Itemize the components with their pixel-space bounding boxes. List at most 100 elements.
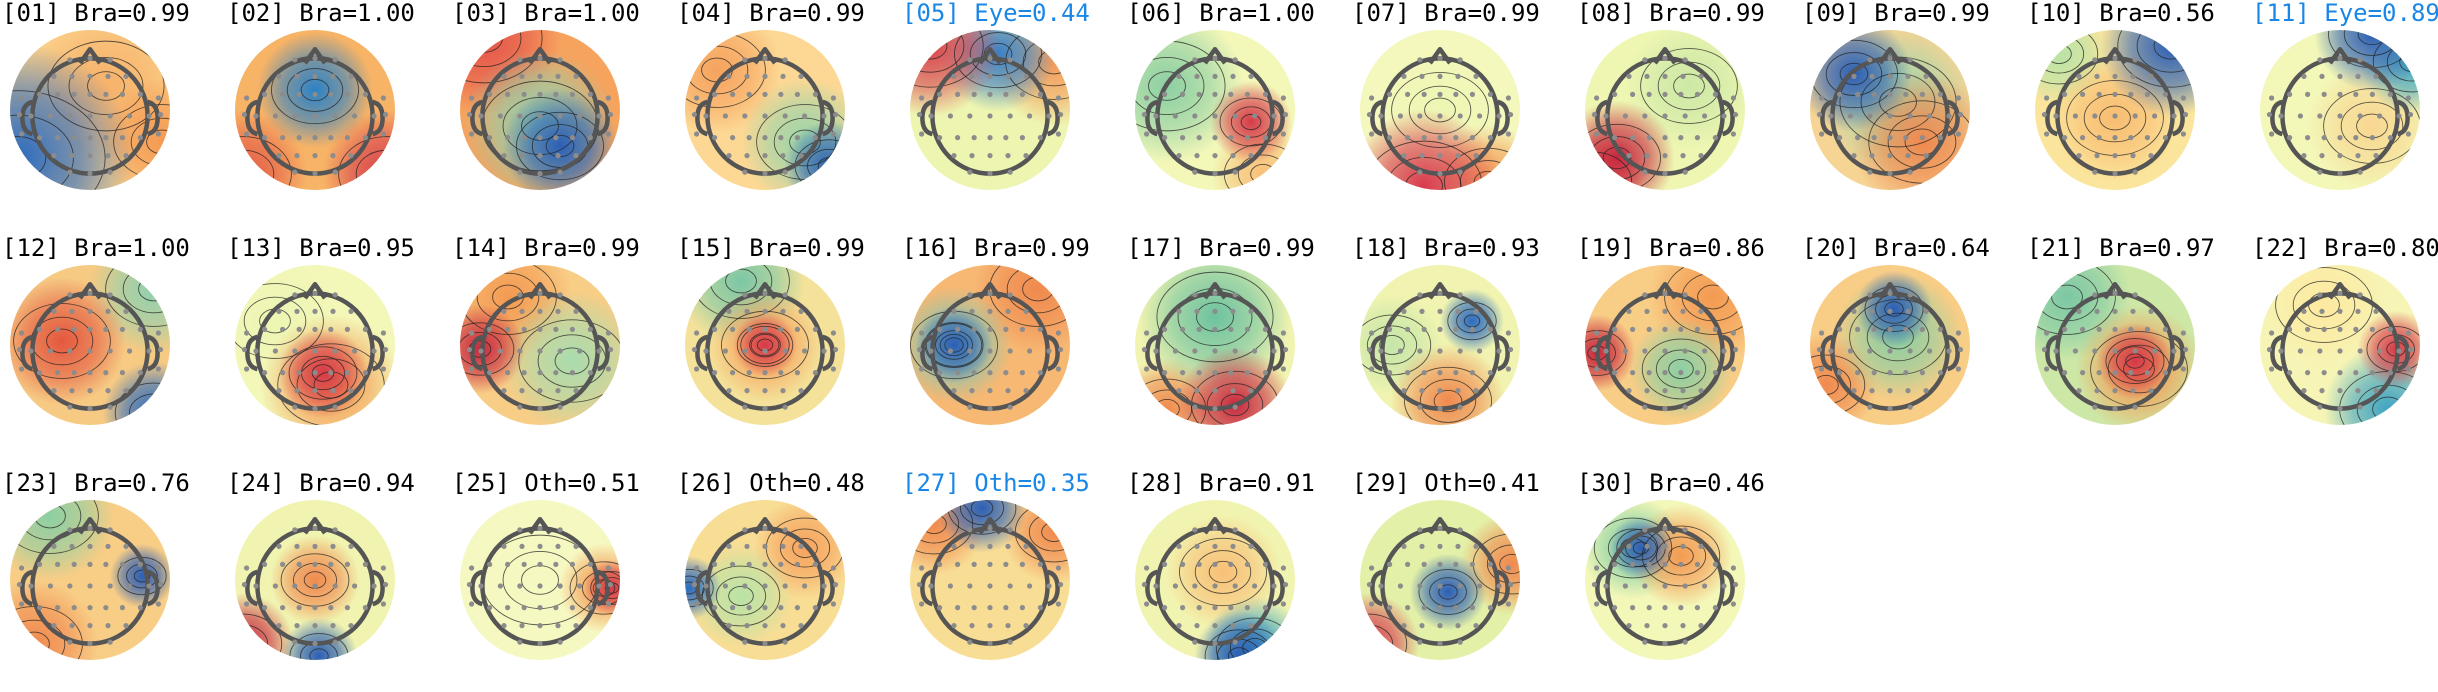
sensor-dot <box>332 348 338 354</box>
sensor-dot <box>328 561 334 567</box>
component-title: [26] Oth=0.48 <box>677 469 865 497</box>
topomap <box>1585 500 1745 660</box>
sensor-dot <box>87 326 93 332</box>
sensor-dot <box>1680 543 1686 549</box>
sensor-dot <box>294 543 300 549</box>
sensor-dot <box>780 388 786 394</box>
sensor-dot <box>1437 55 1443 61</box>
sensor-dot <box>2396 348 2402 354</box>
sensor-dot <box>987 73 993 79</box>
left-ear <box>470 569 484 607</box>
contour-line <box>1429 577 1467 607</box>
sensor-dot <box>87 91 93 97</box>
contour-line <box>989 265 1070 327</box>
sensor-dot <box>1003 561 1009 567</box>
sensor-dot <box>1694 605 1700 611</box>
right-ear <box>371 569 385 607</box>
sensor-dot <box>1055 601 1061 607</box>
sensor-dot <box>712 135 718 141</box>
sensor-dot <box>605 131 611 137</box>
sensor-dot <box>352 113 358 119</box>
sensor-dot <box>1417 404 1423 410</box>
sensor-dot <box>537 388 543 394</box>
sensor-dot <box>1662 605 1668 611</box>
sensor-dot <box>2144 370 2150 376</box>
sensor-dot <box>2287 326 2293 332</box>
sensor-dot <box>1046 348 1052 354</box>
left-ear <box>2045 334 2059 372</box>
sensor-dot <box>1887 308 1893 314</box>
sensor-dot <box>521 326 527 332</box>
sensor-dot <box>16 581 23 588</box>
contour-line <box>1433 389 1463 413</box>
sensor-dot <box>955 561 961 567</box>
sensor-dot <box>244 366 250 372</box>
sensor-dot <box>557 527 563 533</box>
contour-line <box>944 337 964 353</box>
sensor-dot <box>1369 565 1375 571</box>
sensor-dot <box>280 135 286 141</box>
sensor-dot <box>577 583 583 589</box>
contour-line <box>1408 85 1472 135</box>
sensor-dot <box>362 326 368 332</box>
sensor-dot <box>312 135 318 141</box>
sensor-dot <box>987 308 993 314</box>
sensor-dot <box>344 561 350 567</box>
sensor-dot <box>296 326 302 332</box>
sensor-dot <box>1037 561 1043 567</box>
nose <box>78 281 102 300</box>
sensor-dot <box>51 388 57 394</box>
sensor-dot <box>712 605 718 611</box>
sensor-dot <box>1662 91 1668 97</box>
sensor-dot <box>1378 113 1384 119</box>
sensor-dot <box>1007 404 1013 410</box>
sensor-dot <box>1923 308 1929 314</box>
sensor-dot <box>1469 135 1475 141</box>
sensor-dot <box>1903 135 1909 141</box>
sensor-dot <box>746 370 752 376</box>
sensor-dot <box>1612 135 1618 141</box>
sensor-dot <box>780 153 786 159</box>
contour-line <box>460 30 543 84</box>
sensor-dot <box>2062 370 2068 376</box>
sensor-dot <box>987 348 993 354</box>
sensor-dot <box>780 73 786 79</box>
sensor-dot <box>1662 135 1668 141</box>
sensor-dot <box>569 135 575 141</box>
sensor-dot <box>1262 561 1268 567</box>
sensor-dot <box>1212 73 1218 79</box>
sensor-dot <box>1007 57 1013 63</box>
sensor-array <box>2266 55 2414 177</box>
sensor-dot <box>1248 543 1254 549</box>
sensor-dot <box>157 346 164 353</box>
sensor-dot <box>722 348 728 354</box>
sensor-dot <box>1694 91 1700 97</box>
sensor-dot <box>744 153 750 159</box>
contour-line <box>1424 97 1456 123</box>
sensor-dot <box>987 641 993 647</box>
sensor-dot <box>1662 153 1668 159</box>
contour-line <box>1360 613 1408 660</box>
sensor-dot <box>292 113 298 119</box>
sensor-dot <box>1023 543 1029 549</box>
activation-blob <box>257 32 373 148</box>
sensor-dot <box>296 91 302 97</box>
sensor-dot <box>2266 111 2273 118</box>
sensor-dot <box>967 169 973 175</box>
sensor-dot <box>87 135 93 141</box>
sensor-dot <box>107 639 113 645</box>
sensor-dot <box>505 605 511 611</box>
contour-line <box>277 343 385 425</box>
sensor-dot <box>2407 346 2414 353</box>
sensor-dot <box>1212 525 1218 531</box>
sensor-dot <box>1162 605 1168 611</box>
sensor-dot <box>1477 583 1483 589</box>
sensor-dot <box>1594 131 1600 137</box>
sensor-dot <box>1646 605 1652 611</box>
sensor-dot <box>742 404 748 410</box>
contour-line <box>1148 71 1186 101</box>
sensor-dot <box>312 583 318 589</box>
sensor-dot <box>1612 605 1618 611</box>
sensor-dot <box>87 153 93 159</box>
contour-line <box>2051 284 2083 310</box>
